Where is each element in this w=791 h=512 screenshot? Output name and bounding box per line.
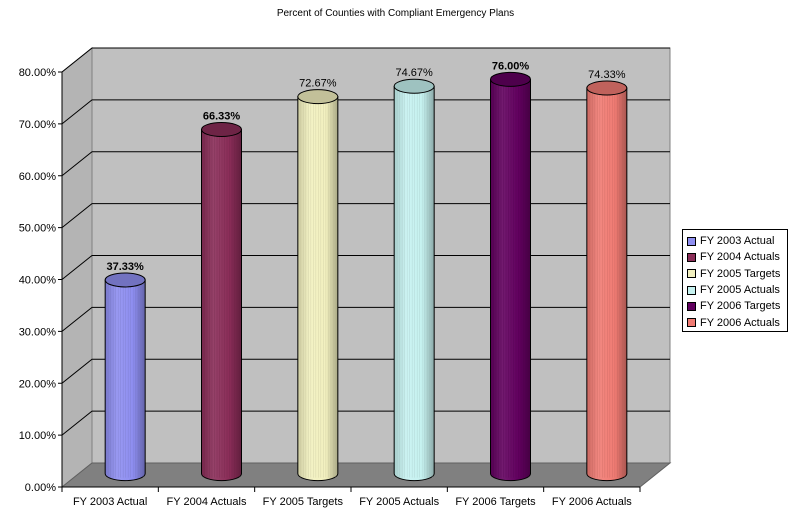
chart-legend: FY 2003 Actual FY 2004 Actuals FY 2005 Tar… bbox=[682, 229, 788, 332]
legend-label: FY 2005 Actuals bbox=[700, 284, 780, 297]
legend-item: FY 2005 Targets bbox=[687, 266, 787, 282]
x-tick-label: FY 2005 Actuals bbox=[359, 496, 439, 508]
data-label: 74.67% bbox=[396, 67, 434, 79]
legend-label: FY 2004 Actuals bbox=[700, 251, 780, 264]
gridline bbox=[61, 410, 670, 436]
y-tick-label: 60.00% bbox=[19, 171, 57, 183]
gridline bbox=[61, 151, 670, 177]
legend-label: FY 2005 Targets bbox=[700, 267, 781, 280]
gridline bbox=[61, 255, 670, 280]
y-tick-label: 70.00% bbox=[19, 119, 57, 131]
legend-swatch bbox=[687, 301, 696, 311]
legend-item: FY 2006 Actuals bbox=[687, 314, 787, 330]
gridline bbox=[61, 358, 670, 384]
x-tick-label: FY 2006 Targets bbox=[455, 496, 536, 508]
gridline bbox=[61, 203, 670, 229]
floor bbox=[60, 462, 672, 488]
gridline bbox=[61, 47, 670, 73]
legend-swatch bbox=[687, 236, 696, 246]
bar bbox=[393, 78, 435, 482]
gridline bbox=[61, 306, 670, 332]
data-label: 76.00% bbox=[492, 60, 530, 72]
x-tick-label: FY 2003 Actual bbox=[73, 496, 147, 508]
data-label: 74.33% bbox=[588, 69, 626, 81]
chart-title: Percent of Counties with Compliant Emerg… bbox=[276, 8, 515, 19]
y-tick-label: 30.00% bbox=[19, 326, 57, 338]
legend-item: FY 2004 Actuals bbox=[687, 249, 787, 265]
legend-swatch bbox=[687, 252, 696, 262]
legend-label: FY 2003 Actual bbox=[700, 235, 775, 248]
y-tick-label: 20.00% bbox=[19, 378, 57, 390]
y-tick-label: 50.00% bbox=[19, 223, 57, 235]
legend-label: FY 2006 Targets bbox=[700, 300, 781, 313]
y-tick-label: 0.00% bbox=[25, 482, 56, 494]
x-tick-label: FY 2006 Actuals bbox=[552, 496, 632, 508]
bar bbox=[297, 89, 339, 482]
x-tick-label: FY 2004 Actuals bbox=[167, 496, 247, 508]
data-label: 37.33% bbox=[107, 261, 145, 273]
gridline bbox=[61, 99, 670, 125]
data-label: 66.33% bbox=[203, 111, 241, 123]
y-tick-label: 10.00% bbox=[19, 430, 57, 442]
bar bbox=[490, 71, 531, 482]
x-tick-label: FY 2005 Targets bbox=[263, 496, 344, 508]
bar bbox=[201, 122, 242, 482]
data-label: 72.67% bbox=[299, 78, 337, 90]
legend-label: FY 2006 Actuals bbox=[700, 316, 780, 329]
legend-swatch bbox=[687, 285, 696, 295]
legend-item: FY 2003 Actual bbox=[687, 233, 787, 249]
legend-item: FY 2006 Targets bbox=[687, 298, 787, 314]
legend-item: FY 2005 Actuals bbox=[687, 282, 787, 298]
bar bbox=[586, 80, 628, 482]
legend-swatch bbox=[687, 318, 696, 328]
y-tick-label: 40.00% bbox=[19, 275, 57, 287]
y-tick-label: 80.00% bbox=[19, 67, 57, 79]
bar bbox=[104, 272, 146, 482]
legend-swatch bbox=[687, 269, 696, 279]
